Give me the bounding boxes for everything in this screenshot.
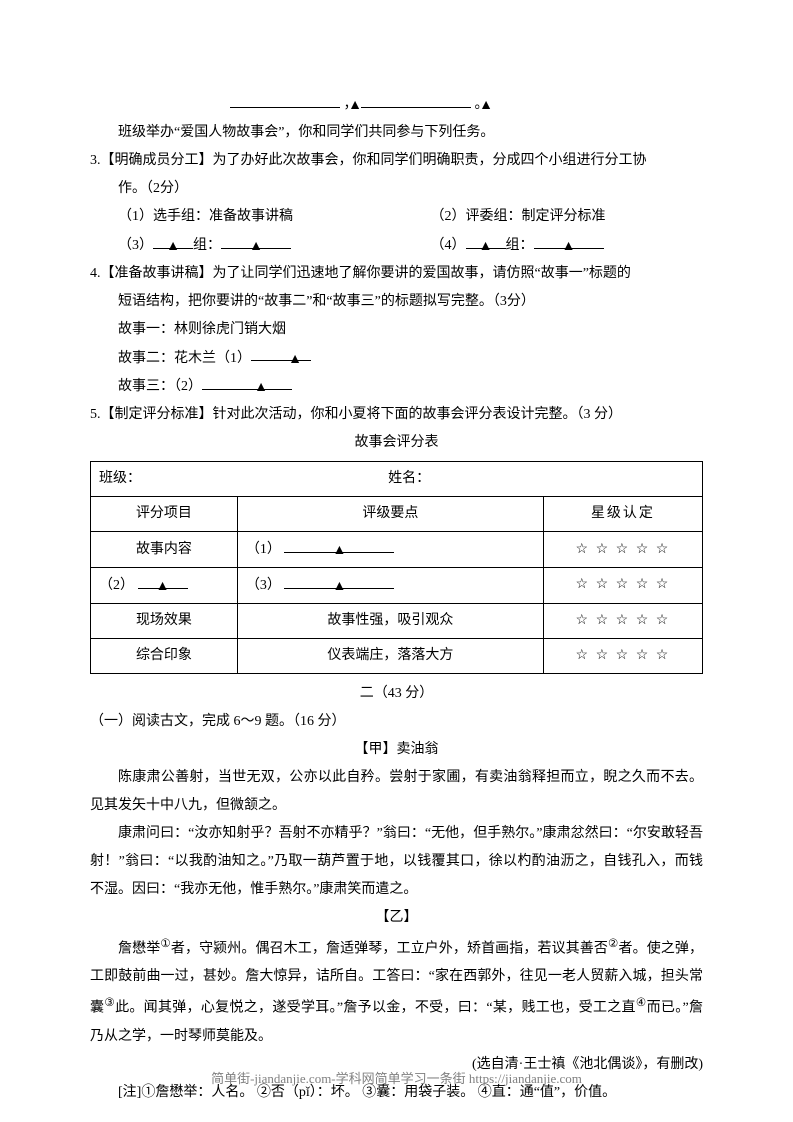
triangle-icon: ▲ <box>332 573 346 601</box>
q3-line2: 作。（2分） <box>90 175 703 203</box>
q3-item4: （4）▲组：▲ <box>431 231 704 260</box>
triangle-icon: ▲ <box>260 346 302 374</box>
q3-row2: （3）▲组：▲ （4）▲组：▲ <box>90 231 703 260</box>
q3-item2: （2）评委组：制定评分标准 <box>431 203 704 231</box>
blank-t3: ▲ <box>284 571 394 589</box>
cell-r4c1: （2） ▲ <box>91 567 238 603</box>
yi-p1-a: 詹懋举 <box>118 941 160 956</box>
q4-line1: 4.【准备故事讲稿】为了让同学们迅速地了解你要讲的爱国故事，请仿照“故事一”标题… <box>90 260 703 288</box>
q3-row1: （1）选手组：准备故事讲稿 （2）评委组：制定评分标准 <box>90 203 703 231</box>
jia-p1: 陈康肃公善射，当世无双，公亦以此自矜。尝射于家圃，有卖油翁释担而立，睨之久而不去… <box>90 764 703 820</box>
yi-p1-b: 者，守颍州。偶召木工，詹适弹琴，工立户外，矫首画指，若议其善否 <box>171 941 608 956</box>
table-row: （2） ▲ （3） ▲ ☆ ☆ ☆ ☆ ☆ <box>91 567 703 603</box>
cell-r4c3: ☆ ☆ ☆ ☆ ☆ <box>543 567 702 603</box>
sup-4: ④ <box>636 996 647 1009</box>
table-row: 班级： 姓名： <box>91 462 703 497</box>
table-row: 故事内容 （1） ▲ ☆ ☆ ☆ ☆ ☆ <box>91 532 703 568</box>
blank-8: ▲ <box>202 372 292 390</box>
class-label: 班级： <box>99 471 141 486</box>
cell-r6c2: 仪表端庄，落落大方 <box>237 638 543 673</box>
triangle-icon: ▲ <box>249 233 263 261</box>
q3-line1: 3.【明确成员分工】为了办好此次故事会，你和同学们明确职责，分成四个小组进行分工… <box>90 147 703 175</box>
yi-p1-d: 此。闻其弹，心复悦之，遂受学耳。”詹予以金，不受，曰：“某，贱工也，受工之直 <box>115 1001 636 1016</box>
q4-story2: 故事二：花木兰（1）▲ <box>90 344 703 373</box>
triangle-icon: ▲ <box>479 233 493 261</box>
cell-r3c3: ☆ ☆ ☆ ☆ ☆ <box>543 532 702 568</box>
triangle-icon: ▲ <box>166 233 180 261</box>
cell-r5c3: ☆ ☆ ☆ ☆ ☆ <box>543 603 702 638</box>
q4-s3-pre: 故事三：（2） <box>118 379 202 394</box>
q3-item1: （1）选手组：准备故事讲稿 <box>118 203 391 231</box>
cell-r3c1: 故事内容 <box>91 532 238 568</box>
cell-r5c1: 现场效果 <box>91 603 238 638</box>
blank-4: ▲ <box>221 231 291 249</box>
triangle-icon: ▲ <box>332 537 346 565</box>
sup-1: ① <box>160 937 171 950</box>
col-header-2: 评级要点 <box>237 497 543 532</box>
q3-item4-mid: 组： <box>506 238 534 253</box>
triangle-icon: ▲ <box>226 374 268 402</box>
q5-line1: 5.【制定评分标准】针对此次活动，你和小夏将下面的故事会评分表设计完整。（3 分… <box>90 401 703 429</box>
yi-p1: 詹懋举①者，守颍州。偶召木工，詹适弹琴，工立户外，矫首画指，若议其善否②者。使之… <box>90 932 703 1051</box>
q3-item3: （3）▲组：▲ <box>118 231 391 260</box>
name-label: 姓名： <box>388 471 430 486</box>
q3-item3-pre: （3） <box>118 238 153 253</box>
table-caption: 故事会评分表 <box>90 429 703 457</box>
cell-r4c2-pre: （3） <box>246 578 281 593</box>
blank-5: ▲ <box>466 231 506 249</box>
cell-r6c1: 综合印象 <box>91 638 238 673</box>
blank-3: ▲ <box>153 231 193 249</box>
triangle-icon: ▲ <box>562 233 576 261</box>
blank-7: ▲ <box>251 344 311 362</box>
q3-item3-mid: 组： <box>193 238 221 253</box>
score-table: 班级： 姓名： 评分项目 评级要点 星级认定 故事内容 （1） ▲ ☆ ☆ ☆ … <box>90 461 703 674</box>
intro-text: 班级举办“爱国人物故事会”，你和同学们共同参与下列任务。 <box>90 119 703 147</box>
cell-r4c2: （3） ▲ <box>237 567 543 603</box>
sup-2: ② <box>608 937 619 950</box>
cell-r3c2-pre: （1） <box>246 542 281 557</box>
jia-title: 【甲】卖油翁 <box>90 736 703 764</box>
triangle-icon: ▲ <box>156 573 170 601</box>
q4-s2-pre: 故事二：花木兰（1） <box>118 350 251 365</box>
q4-story1: 故事一：林则徐虎门销大烟 <box>90 316 703 344</box>
blank-t2: ▲ <box>138 571 188 589</box>
col-header-3: 星级认定 <box>543 497 702 532</box>
table-header-cell: 班级： 姓名： <box>91 462 703 497</box>
cell-r3c2: （1） ▲ <box>237 532 543 568</box>
cell-r4c1-pre: （2） <box>99 578 134 593</box>
table-row: 评分项目 评级要点 星级认定 <box>91 497 703 532</box>
cell-r5c2: 故事性强，吸引观众 <box>237 603 543 638</box>
section-2-heading: 二（43 分） <box>90 680 703 708</box>
q4-line2: 短语结构，把你要讲的“故事二”和“故事三”的标题拟写完整。（3分） <box>90 288 703 316</box>
cell-r6c3: ☆ ☆ ☆ ☆ ☆ <box>543 638 702 673</box>
blank-t1: ▲ <box>284 535 394 553</box>
top-fill-line: ▲ ， ▲ 。 <box>90 90 703 119</box>
sup-3: ③ <box>104 996 115 1009</box>
q4-story3: 故事三：（2）▲ <box>90 372 703 401</box>
table-row: 现场效果 故事性强，吸引观众 ☆ ☆ ☆ ☆ ☆ <box>91 603 703 638</box>
table-row: 综合印象 仪表端庄，落落大方 ☆ ☆ ☆ ☆ ☆ <box>91 638 703 673</box>
triangle-icon: ▲ <box>339 92 493 120</box>
blank-6: ▲ <box>534 231 604 249</box>
footer-text: 简单街-jiandanjie.com-学科网简单学习一条街 https://ji… <box>0 1066 793 1092</box>
yi-title: 【乙】 <box>90 904 703 932</box>
blank-2: ▲ <box>361 90 471 108</box>
reading-intro: （一）阅读古文，完成 6～9 题。（16 分） <box>90 708 703 736</box>
blank-1: ▲ <box>230 90 340 108</box>
page: ▲ ， ▲ 。 班级举办“爱国人物故事会”，你和同学们共同参与下列任务。 3.【… <box>0 0 793 1122</box>
col-header-1: 评分项目 <box>91 497 238 532</box>
jia-p2: 康肃问曰：“汝亦知射乎？吾射不亦精乎？”翁曰：“无他，但手熟尔。”康肃忿然曰：“… <box>90 820 703 904</box>
q3-item4-pre: （4） <box>431 238 466 253</box>
